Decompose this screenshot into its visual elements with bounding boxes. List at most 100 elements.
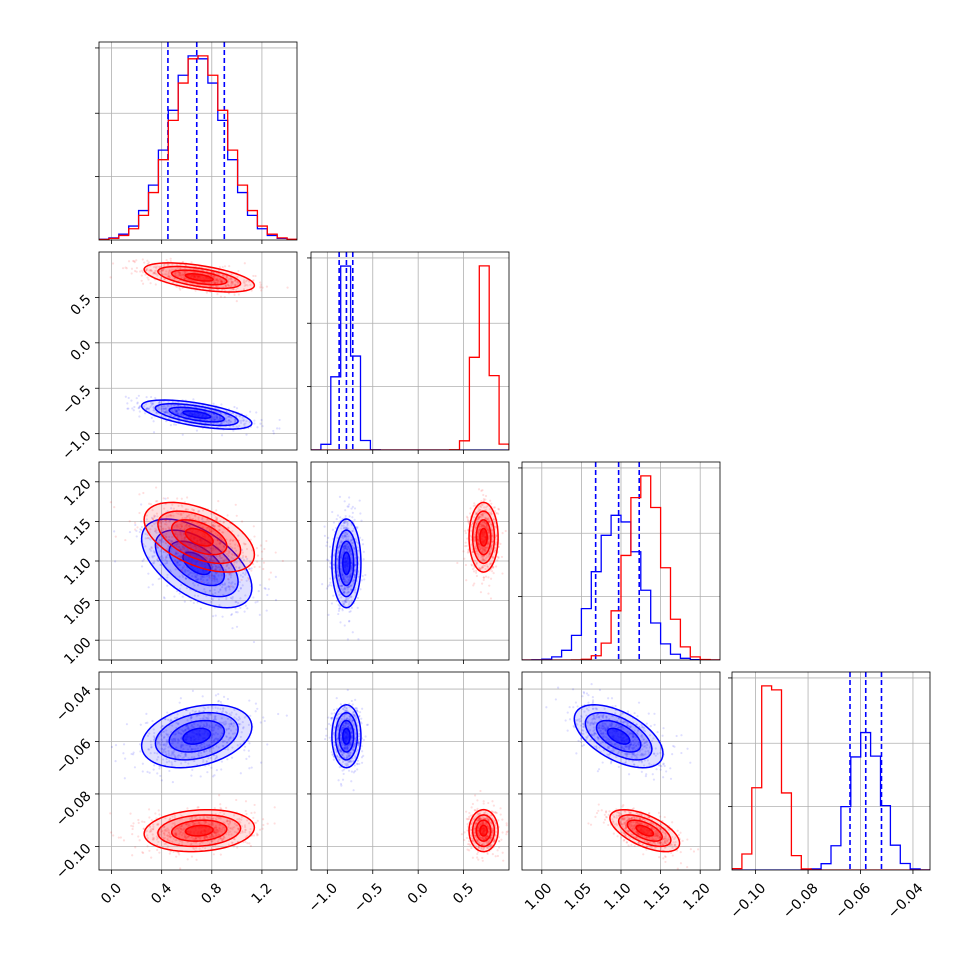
scatter-point <box>179 271 182 275</box>
scatter-point <box>177 827 180 830</box>
scatter-point <box>211 523 214 527</box>
scatter-point <box>168 769 171 773</box>
scatter-point <box>153 751 156 755</box>
scatter-point <box>474 569 478 572</box>
scatter-point <box>223 545 226 548</box>
scatter-point <box>134 846 137 849</box>
scatter-point <box>219 811 222 814</box>
scatter-point <box>477 516 480 519</box>
scatter-point <box>225 284 228 287</box>
scatter-point <box>154 283 157 286</box>
scatter-point <box>220 281 224 284</box>
scatter-point <box>225 276 228 279</box>
scatter-point <box>213 830 216 833</box>
scatter-point <box>165 740 168 744</box>
scatter-point <box>340 584 343 588</box>
scatter-point <box>171 742 174 745</box>
scatter-point <box>194 747 197 751</box>
scatter-point <box>238 419 241 423</box>
scatter-point <box>245 579 248 582</box>
scatter-point <box>344 600 347 604</box>
scatter-point <box>176 566 179 569</box>
scatter-point <box>216 539 219 542</box>
scatter-point <box>162 750 165 753</box>
scatter-point <box>486 526 489 530</box>
scatter-point <box>180 583 183 587</box>
scatter-point <box>193 838 197 841</box>
scatter-point <box>146 259 149 262</box>
scatter-point <box>344 521 347 524</box>
scatter-point <box>298 535 300 537</box>
scatter-point <box>183 277 186 280</box>
scatter-point <box>192 582 195 585</box>
scatter-point <box>165 407 168 410</box>
scatter-point <box>186 541 189 544</box>
scatter-point <box>174 568 177 571</box>
scatter-point <box>343 580 346 583</box>
scatter-point <box>183 404 186 408</box>
scatter-point <box>191 517 195 521</box>
scatter-point <box>184 525 187 528</box>
scatter-point <box>489 547 493 550</box>
scatter-point <box>179 754 182 758</box>
scatter-point <box>223 582 226 585</box>
scatter-point <box>195 429 199 432</box>
scatter-point <box>234 419 237 422</box>
scatter-point <box>194 289 197 292</box>
scatter-point <box>343 500 346 503</box>
scatter-point <box>341 553 344 557</box>
scatter-point <box>476 538 480 541</box>
scatter-point <box>161 740 164 743</box>
scatter-point <box>497 556 500 560</box>
scatter-point <box>170 754 173 757</box>
scatter-point <box>153 271 156 275</box>
scatter-point <box>233 293 236 296</box>
scatter-point <box>329 561 332 564</box>
scatter-point <box>350 595 353 598</box>
scatter-point <box>495 565 498 568</box>
scatter-point <box>344 581 348 584</box>
scatter-point <box>165 518 168 522</box>
scatter-point <box>235 824 238 827</box>
scatter-point <box>153 554 156 558</box>
scatter-point <box>343 591 346 594</box>
scatter-point <box>157 756 160 759</box>
scatter-point <box>246 279 249 282</box>
contour-line <box>157 510 242 565</box>
scatter-point <box>216 538 219 541</box>
scatter-point <box>188 712 192 715</box>
scatter-point <box>203 750 206 753</box>
scatter-point <box>239 587 242 590</box>
scatter-point <box>185 526 188 529</box>
scatter-point <box>263 547 266 551</box>
scatter-point <box>210 512 213 515</box>
scatter-point <box>337 570 340 574</box>
scatter-point <box>206 558 209 561</box>
scatter-point <box>261 557 264 560</box>
scatter-point <box>153 764 156 767</box>
scatter-point <box>195 715 198 718</box>
scatter-point <box>480 515 483 518</box>
scatter-point <box>347 575 350 578</box>
scatter-point <box>353 518 356 521</box>
scatter-point <box>149 740 152 743</box>
scatter-point <box>156 546 160 549</box>
data-layer <box>99 42 930 870</box>
scatter-point <box>215 745 218 748</box>
scatter-point <box>488 550 492 553</box>
scatter-point <box>470 563 473 566</box>
scatter-point <box>485 517 489 520</box>
scatter-point <box>364 573 367 577</box>
scatter-point <box>178 546 182 549</box>
scatter-point <box>358 536 362 539</box>
scatter-point <box>184 752 187 756</box>
scatter-point <box>477 540 480 543</box>
scatter-point <box>489 597 493 600</box>
scatter-point <box>464 529 467 532</box>
scatter-point <box>154 544 158 547</box>
scatter-point <box>209 558 213 561</box>
scatter-point <box>338 605 341 608</box>
scatter-point <box>190 725 193 728</box>
scatter-point <box>247 822 251 825</box>
scatter-point <box>219 556 222 560</box>
